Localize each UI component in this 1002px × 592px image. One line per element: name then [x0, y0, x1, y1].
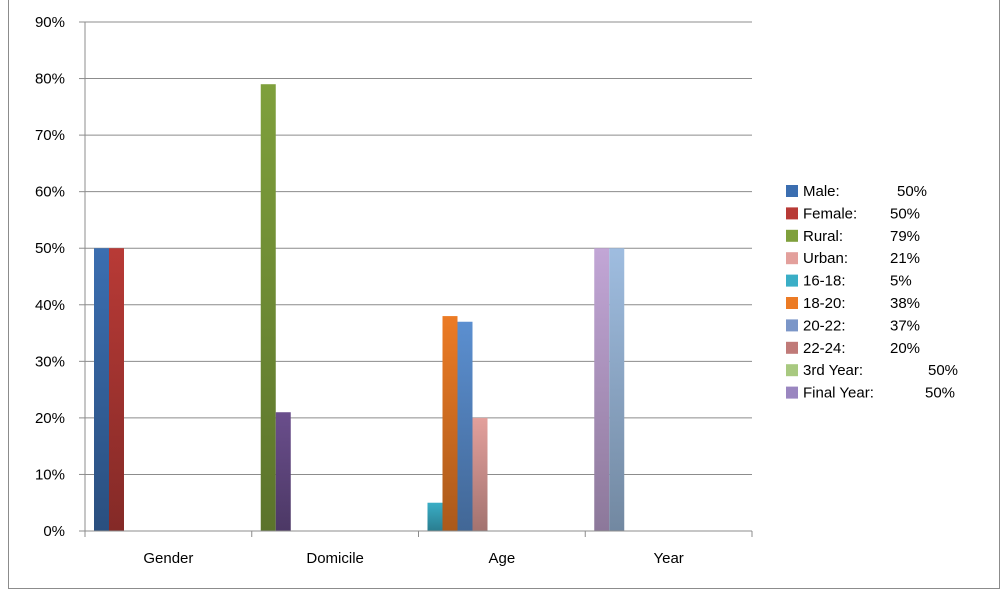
- y-tick-label: 10%: [35, 466, 65, 483]
- y-tick-label: 70%: [35, 127, 65, 144]
- legend-item: Urban: 21%: [786, 250, 920, 267]
- legend-value: 37%: [890, 317, 920, 334]
- legend-swatch: [786, 297, 798, 309]
- legend-label: Female:: [803, 205, 857, 222]
- y-tick-label: 20%: [35, 410, 65, 427]
- legend-swatch: [786, 341, 798, 354]
- legend-item: Female: 50%: [786, 205, 920, 222]
- legend-label: Urban:: [803, 250, 848, 267]
- legend-label: Final Year:: [803, 385, 874, 402]
- x-tick-label: Year: [653, 550, 683, 567]
- legend-item: Final Year: 50%: [786, 385, 955, 402]
- legend-swatch: [786, 364, 798, 377]
- legend-label: Rural:: [803, 228, 843, 245]
- grid-lines: [85, 21, 752, 532]
- y-tick-label: 50%: [35, 240, 65, 257]
- legend-swatch: [786, 207, 798, 220]
- legend-swatch: [786, 229, 798, 242]
- bar-age-1: [427, 502, 443, 531]
- legend-item: 20-22: 37%: [786, 317, 920, 334]
- legend-label: 16-18:: [803, 273, 846, 290]
- bar-gender-1: [94, 248, 109, 531]
- x-tick-label: Age: [489, 550, 516, 567]
- axes: [84, 22, 753, 537]
- y-tick-label: 90%: [35, 14, 65, 31]
- y-tick-label: 60%: [35, 184, 65, 201]
- legend-swatch: [786, 274, 798, 287]
- y-tick-label: 0%: [43, 523, 65, 540]
- bar-domicile-2: [275, 412, 291, 531]
- x-tick-label: Domicile: [306, 550, 364, 567]
- legend-value: 20%: [890, 340, 920, 357]
- legend-value: 50%: [897, 183, 927, 200]
- x-axis-labels: Gender Domicile Age Year: [143, 550, 683, 567]
- legend-item: Rural: 79%: [786, 228, 920, 245]
- bar-year-2: [609, 248, 625, 531]
- bar-age-2: [442, 316, 458, 531]
- bars: [94, 84, 625, 531]
- legend-item: 22-24: 20%: [786, 340, 920, 357]
- legend-item: 18-20: 38%: [786, 295, 920, 312]
- legend-item: Male: 50%: [786, 183, 927, 200]
- y-tick-label: 30%: [35, 353, 65, 370]
- legend-value: 5%: [890, 273, 912, 290]
- legend-value: 38%: [890, 295, 920, 312]
- legend-label: Male:: [803, 183, 840, 200]
- chart-frame: [8, 0, 1000, 589]
- legend-item: 16-18: 5%: [786, 273, 912, 290]
- y-tick-label: 80%: [35, 71, 65, 88]
- legend-swatch: [786, 252, 798, 265]
- bar-age-3: [457, 321, 473, 531]
- bar-year-1: [594, 248, 610, 531]
- legend-value: 50%: [928, 362, 958, 379]
- legend: Male: 50% Female: 50% Rural: 79% Urban: 21% 16-1…: [786, 183, 958, 402]
- y-tick-label: 40%: [35, 297, 65, 314]
- bar-age-4: [472, 417, 488, 531]
- legend-swatch: [786, 386, 798, 399]
- bar-gender-2: [109, 248, 124, 531]
- legend-value: 79%: [890, 228, 920, 245]
- legend-swatch: [786, 185, 798, 197]
- bar-domicile-1: [260, 84, 276, 531]
- legend-value: 21%: [890, 250, 920, 267]
- x-tick-label: Gender: [143, 550, 193, 567]
- legend-label: 18-20:: [803, 295, 846, 312]
- legend-value: 50%: [890, 205, 920, 222]
- legend-swatch: [786, 319, 798, 332]
- legend-item: 3rd Year: 50%: [786, 362, 958, 379]
- legend-label: 20-22:: [803, 317, 846, 334]
- y-axis-ticks: 0% 10% 20% 30% 40% 50% 60% 70% 80% 90%: [35, 14, 85, 540]
- legend-label: 3rd Year:: [803, 362, 863, 379]
- legend-label: 22-24:: [803, 340, 846, 357]
- legend-value: 50%: [925, 385, 955, 402]
